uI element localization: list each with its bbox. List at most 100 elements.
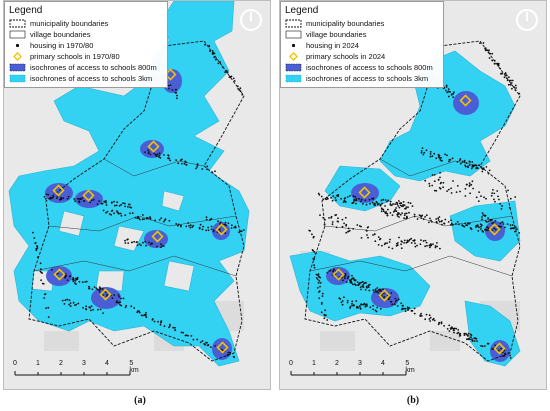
housing-dot bbox=[242, 229, 245, 231]
housing-dot bbox=[392, 211, 395, 213]
housing-dot bbox=[382, 198, 385, 201]
housing-dot bbox=[500, 347, 502, 350]
housing-dot bbox=[407, 206, 409, 209]
housing-dot bbox=[69, 302, 72, 304]
housing-dot bbox=[36, 256, 39, 259]
housing-dot bbox=[124, 214, 127, 217]
housing-dot bbox=[309, 230, 311, 232]
housing-dot bbox=[396, 305, 399, 307]
housing-dot bbox=[90, 309, 92, 312]
housing-dot bbox=[489, 219, 492, 222]
housing-dot bbox=[156, 153, 159, 156]
housing-dot bbox=[177, 223, 180, 226]
housing-dot bbox=[514, 196, 517, 198]
housing-dot bbox=[399, 213, 402, 216]
housing-dot bbox=[360, 198, 363, 201]
housing-dot bbox=[98, 291, 101, 293]
housing-dot bbox=[210, 225, 213, 228]
housing-dot bbox=[119, 303, 121, 306]
housing-dot bbox=[358, 283, 360, 285]
housing-dot bbox=[360, 225, 362, 228]
housing-dot bbox=[201, 340, 204, 342]
housing-dot bbox=[75, 283, 77, 285]
housing-dot bbox=[44, 197, 47, 200]
housing-dot bbox=[398, 206, 401, 209]
housing-dot bbox=[428, 244, 431, 247]
housing-dot bbox=[344, 216, 347, 219]
housing-dot bbox=[319, 285, 321, 288]
housing-dot bbox=[50, 269, 53, 271]
housing-dot bbox=[64, 299, 67, 302]
housing-dot bbox=[386, 242, 388, 245]
housing-dot bbox=[397, 298, 400, 301]
housing-dot bbox=[428, 182, 431, 185]
housing-dot bbox=[403, 242, 405, 244]
housing-dot bbox=[504, 72, 507, 75]
housing-dot bbox=[136, 244, 139, 247]
housing-dot bbox=[488, 169, 491, 172]
housing-dot bbox=[380, 290, 382, 292]
housing-dot bbox=[475, 224, 478, 227]
housing-dot bbox=[453, 91, 455, 94]
housing-dot bbox=[491, 222, 494, 225]
housing-dot bbox=[230, 227, 233, 230]
housing-dot bbox=[147, 149, 149, 152]
housing-dot bbox=[469, 161, 471, 163]
housing-dot bbox=[145, 244, 147, 247]
housing-dot bbox=[411, 205, 414, 208]
housing-dot bbox=[66, 197, 69, 200]
housing-dot bbox=[473, 340, 476, 342]
housing-dot bbox=[76, 197, 79, 200]
housing-dot bbox=[218, 228, 221, 231]
housing-dot bbox=[413, 215, 416, 218]
housing-dot bbox=[335, 199, 337, 202]
housing-dot bbox=[311, 233, 313, 236]
housing-dot bbox=[61, 299, 64, 302]
housing-dot bbox=[96, 203, 99, 206]
housing-dot bbox=[471, 180, 474, 183]
housing-dot bbox=[184, 160, 187, 163]
housing-dot bbox=[68, 275, 71, 278]
housing-dot bbox=[177, 162, 180, 165]
housing-dot bbox=[322, 216, 325, 219]
housing-dot bbox=[337, 220, 339, 223]
housing-dot bbox=[435, 218, 438, 220]
housing-dot bbox=[105, 200, 107, 202]
housing-dot bbox=[394, 300, 397, 303]
housing-dot bbox=[447, 90, 450, 93]
housing-dot bbox=[465, 162, 468, 164]
housing-dot bbox=[500, 208, 503, 210]
housing-dot bbox=[451, 157, 454, 160]
housing-dot bbox=[431, 174, 434, 176]
dashed-boundary-symbol bbox=[9, 19, 26, 28]
housing-dot bbox=[138, 217, 140, 220]
housing-dot bbox=[148, 151, 151, 153]
housing-dot bbox=[408, 240, 410, 242]
housing-dot bbox=[493, 192, 496, 195]
housing-dot bbox=[420, 217, 423, 220]
housing-dot bbox=[480, 228, 482, 230]
housing-dot bbox=[355, 300, 358, 302]
housing-dot bbox=[424, 239, 427, 242]
housing-dot bbox=[208, 44, 211, 47]
housing-dot bbox=[367, 284, 370, 287]
housing-dot bbox=[98, 286, 101, 288]
housing-dot bbox=[386, 212, 389, 215]
housing-dot bbox=[101, 202, 104, 205]
housing-dot bbox=[504, 226, 506, 229]
housing-dot bbox=[513, 86, 516, 89]
housing-dot bbox=[443, 222, 446, 225]
housing-dot bbox=[78, 198, 81, 200]
housing-dot bbox=[136, 310, 139, 312]
housing-dot bbox=[429, 153, 432, 155]
housing-dot bbox=[168, 87, 170, 90]
housing-dot bbox=[396, 215, 399, 217]
housing-dot bbox=[345, 281, 348, 283]
housing-dot bbox=[187, 334, 189, 337]
housing-dot bbox=[477, 200, 480, 203]
housing-dot bbox=[470, 167, 473, 170]
housing-dot bbox=[380, 199, 383, 202]
housing-dot bbox=[124, 242, 127, 244]
housing-dot bbox=[72, 276, 75, 279]
housing-dot bbox=[316, 278, 319, 281]
